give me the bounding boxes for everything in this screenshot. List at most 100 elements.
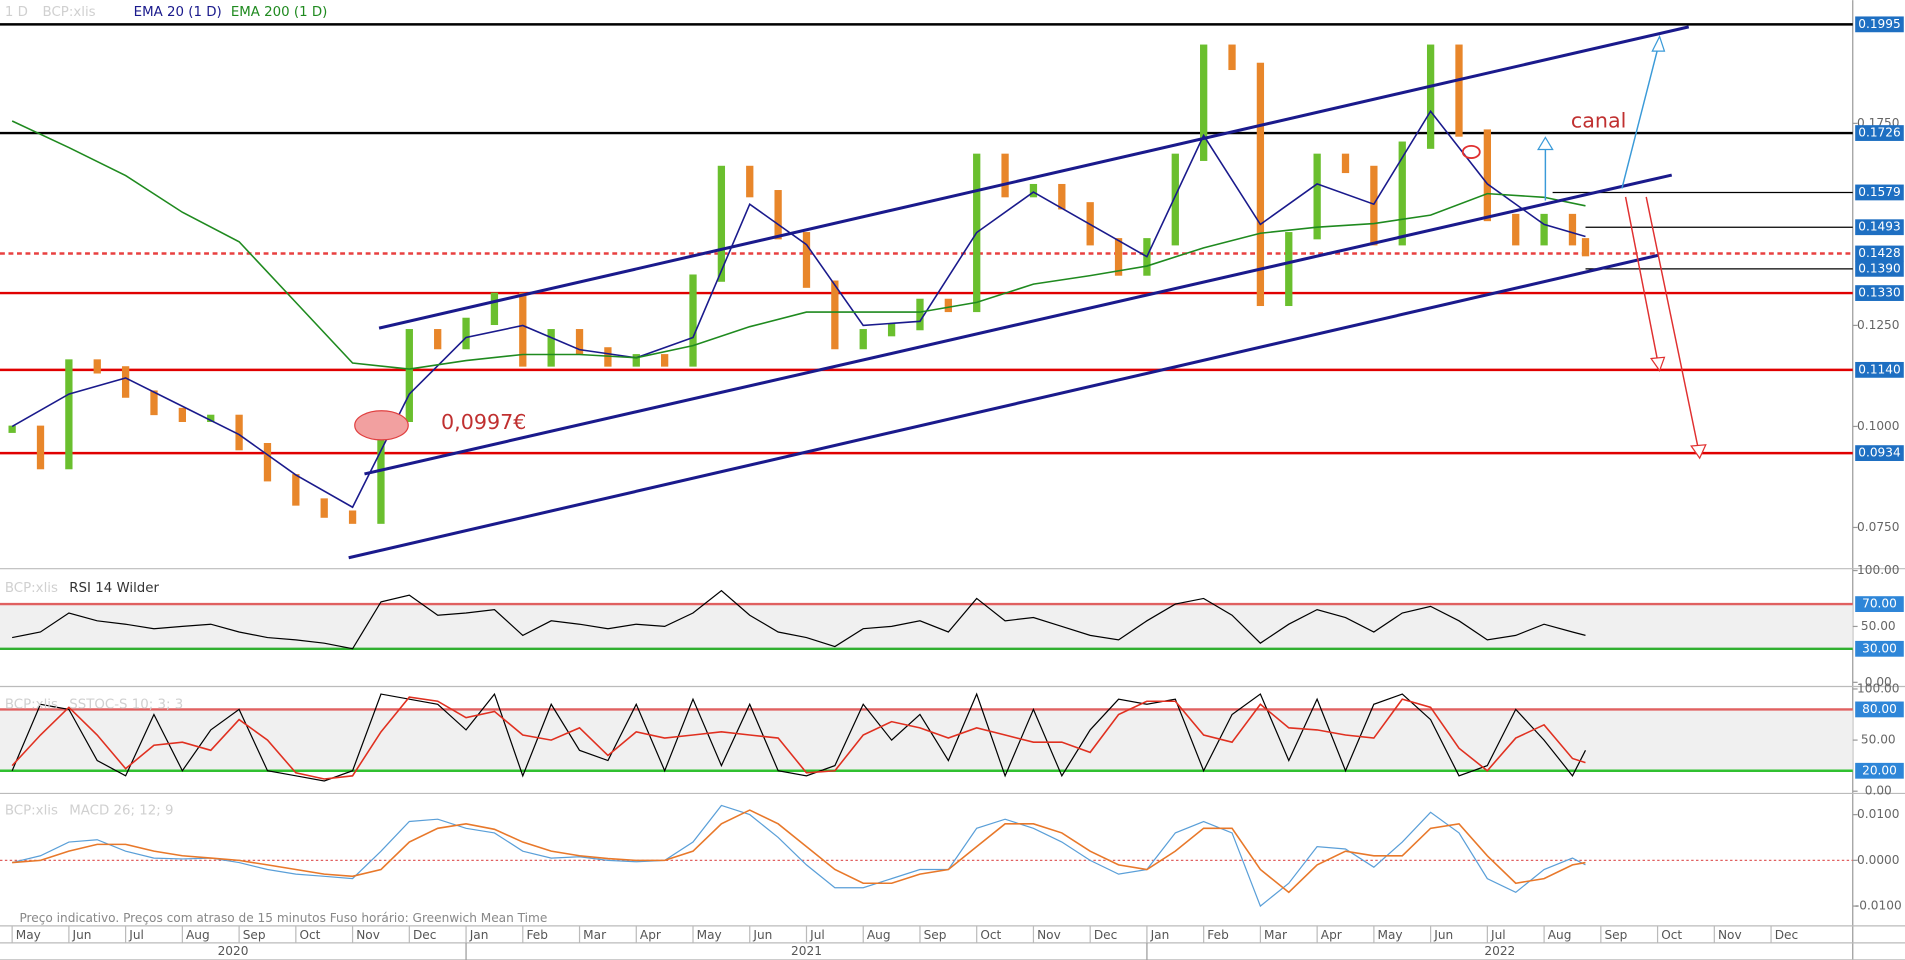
price-bar: [1228, 44, 1236, 71]
price-bar: [774, 190, 782, 240]
arrow: [1621, 41, 1661, 189]
y-tick-label: 50.00: [1861, 733, 1896, 747]
price-bar: [1483, 129, 1492, 222]
level-label-box: [1855, 285, 1904, 301]
x-tick-label: Sep: [924, 928, 947, 942]
highlight: [1461, 144, 1481, 159]
level-label-box: [1855, 245, 1904, 262]
y-tick-label: 0.1000: [1857, 419, 1899, 433]
x-tick-label: Feb: [526, 928, 548, 942]
price-bar: [887, 322, 896, 337]
x-tick-label: Jul: [809, 928, 825, 942]
x-tick-label: Nov: [1037, 928, 1061, 942]
level-label-box: [1855, 445, 1904, 462]
price-bar: [1200, 44, 1208, 161]
price-bar: [207, 414, 215, 423]
price-bar: [1256, 62, 1265, 307]
y-tick-label: 0.00: [1865, 675, 1892, 689]
price-bar: [263, 442, 272, 482]
x-tick-label: Aug: [186, 928, 210, 942]
price-bar: [1540, 213, 1548, 246]
y-tick-label: -0.0100: [1855, 899, 1902, 913]
x-tick-label: Jun: [1433, 928, 1453, 942]
level-label-box: [1855, 184, 1904, 201]
x-tick-label: Jul: [1490, 928, 1506, 942]
level-label: 30.00: [1862, 641, 1897, 655]
symbol: BCP:xlis: [5, 581, 58, 596]
x-tick-label: May: [1378, 928, 1403, 942]
y-tick-label: 100.00: [1857, 681, 1899, 695]
highlight: [354, 410, 409, 441]
price-bar: [320, 498, 328, 518]
drawings: [348, 25, 1707, 560]
x-tick-label: Nov: [1718, 928, 1742, 942]
x-tick-label: Aug: [1548, 928, 1572, 942]
price-bar: [434, 329, 442, 350]
annotation: canal: [1571, 109, 1626, 133]
price-bar: [1455, 44, 1463, 137]
panel-title: MACD 26; 12; 9: [69, 803, 173, 818]
level-label: 70.00: [1862, 597, 1897, 611]
x-tick-label: Feb: [1207, 928, 1229, 942]
series-line: [12, 589, 1586, 650]
price-bar: [65, 359, 73, 470]
level-label: 20.00: [1862, 763, 1897, 777]
y-tick-label: 0.0000: [1857, 853, 1899, 867]
level-label: 0.1390: [1858, 261, 1900, 275]
year-label: 2020: [218, 944, 249, 958]
legend-entry: EMA 200 (1 D): [231, 5, 328, 20]
level-label: 0.1428: [1858, 246, 1900, 260]
y-tick-label: 0.00: [1865, 784, 1892, 798]
symbol: BCP:xlis: [43, 5, 96, 20]
level-label-box: [1855, 361, 1904, 378]
x-tick-label: Oct: [1661, 928, 1682, 942]
price-bar: [36, 425, 45, 470]
series-line: [11, 120, 1586, 370]
price-bar: [1313, 153, 1321, 240]
price-bar: [1114, 238, 1123, 276]
price-bar: [802, 232, 811, 288]
price-bar: [831, 280, 839, 350]
panel-title: SSTOC-S 10; 3; 3: [69, 698, 183, 713]
series-line: [11, 696, 1586, 780]
x-tick-label: Oct: [980, 928, 1001, 942]
arrow-head: [1649, 356, 1666, 372]
x-tick-label: May: [16, 928, 41, 942]
level-label-box: [1855, 125, 1904, 141]
price-bar: [1029, 183, 1038, 198]
price-bar: [944, 298, 952, 313]
price-bar: [8, 425, 16, 433]
arrow-head: [1690, 444, 1707, 460]
price-bar: [1001, 153, 1009, 198]
x-tick-label: Dec: [1775, 928, 1798, 942]
year-label: 2021: [791, 944, 822, 958]
level-label: 0.1493: [1858, 220, 1900, 234]
x-tick-label: Jun: [752, 928, 772, 942]
price-bar: [1398, 141, 1406, 246]
x-tick-label: Apr: [640, 928, 661, 942]
price-bar: [547, 329, 555, 367]
series-line: [11, 692, 1587, 782]
level-label: 0.1330: [1858, 286, 1900, 300]
annotation: 0,0997€: [441, 410, 526, 434]
price-bar: [632, 354, 640, 367]
price-bar: [292, 474, 300, 506]
channel-upper: [378, 25, 1690, 330]
arrow: [1645, 196, 1700, 450]
x-tick-label: Jan: [469, 928, 489, 942]
price-bar: [1370, 165, 1378, 246]
price-bar: [519, 292, 527, 367]
price-bar: [717, 165, 726, 282]
price-bar: [1512, 213, 1520, 246]
x-tick-label: Jun: [72, 928, 92, 942]
y-tick-label: 100.00: [1857, 563, 1899, 577]
y-tick-label: 50.00: [1861, 619, 1896, 633]
price-bar: [178, 407, 187, 423]
x-tick-label: Mar: [583, 928, 606, 942]
price-bar: [1285, 232, 1293, 307]
level-label: 80.00: [1862, 702, 1897, 716]
price-bar: [1581, 238, 1590, 257]
price-bar: [1171, 153, 1179, 246]
